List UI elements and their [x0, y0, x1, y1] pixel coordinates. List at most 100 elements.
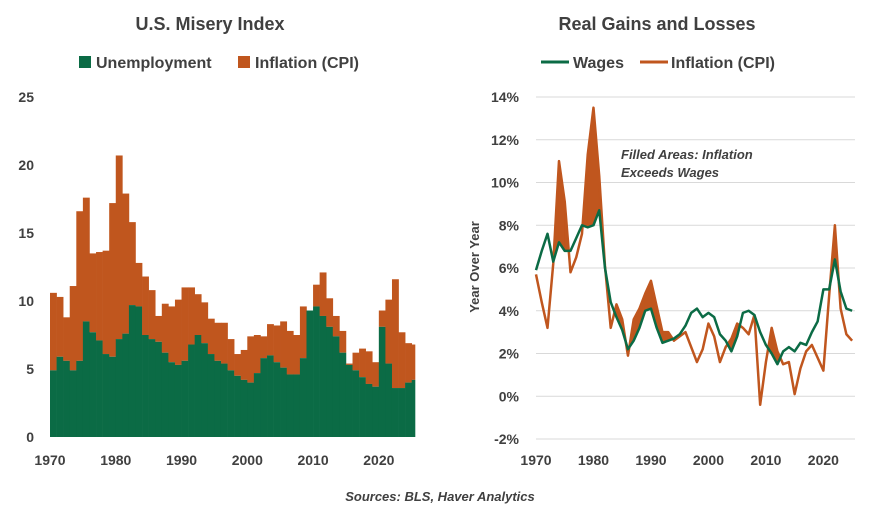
unemployment-bar [267, 355, 274, 437]
y-tick-label: -2% [494, 431, 519, 447]
inflation-bar [345, 363, 353, 365]
annotation-line-1: Filled Areas: Inflation [621, 147, 753, 162]
unemployment-bar [56, 356, 64, 437]
y-tick-label: 8% [499, 217, 520, 233]
inflation-bar [115, 155, 123, 340]
inflation-bar [188, 287, 195, 345]
inflation-bar [122, 193, 130, 334]
y-tick-label: 25 [18, 89, 34, 105]
source-note: Sources: BLS, Haver Analytics [345, 489, 535, 504]
unemployment-bar [69, 370, 77, 437]
inflation-bar [194, 294, 202, 335]
inflation-bar [89, 253, 97, 333]
x-tick-label: 2010 [297, 452, 328, 468]
unemployment-bar [109, 356, 117, 437]
unemployment-bar [115, 339, 123, 437]
inflation-bar [273, 325, 281, 363]
legend-label-inflation: Inflation (CPI) [255, 55, 359, 72]
chart1-legend: Unemployment Inflation (CPI) [79, 55, 359, 72]
chart2-title: Real Gains and Losses [558, 14, 755, 34]
x-tick-label: 2020 [808, 452, 839, 468]
inflation-bar [359, 348, 366, 378]
inflation-bar [69, 286, 77, 371]
inflation-bar [313, 284, 320, 307]
unemployment-bar [378, 326, 386, 437]
unemployment-bar [128, 305, 136, 437]
y-tick-label: 12% [491, 132, 520, 148]
inflation-bar [326, 298, 334, 327]
inflation-bar [405, 343, 413, 383]
chart1-y-axis: 0 5 10 15 20 25 [18, 89, 34, 445]
inflation-bar [267, 324, 274, 356]
unemployment-bar [181, 360, 189, 437]
x-tick-label: 2020 [363, 452, 394, 468]
unemployment-bar [332, 336, 340, 437]
inflation-bar [214, 322, 222, 361]
x-tick-label: 2010 [750, 452, 781, 468]
unemployment-bar [174, 364, 182, 437]
chart2-x-axis: 1970 1980 1990 2000 2010 2020 [520, 452, 839, 468]
y-tick-label: 0% [499, 388, 520, 404]
unemployment-bar [168, 362, 176, 437]
chart2-legend: Wages Inflation (CPI) [541, 55, 775, 72]
unemployment-bar [313, 306, 320, 437]
unemployment-bar [227, 370, 235, 437]
inflation-bar [385, 299, 393, 364]
inflation-bar [76, 211, 84, 361]
chart1-title: U.S. Misery Index [135, 14, 284, 34]
inflation-bar [247, 336, 255, 383]
y-tick-label: 14% [491, 89, 520, 105]
x-tick-label: 1980 [100, 452, 131, 468]
unemployment-bar [319, 315, 327, 437]
chart2-plot-area [534, 106, 854, 407]
inflation-bar [142, 276, 149, 335]
inflation-bar [240, 349, 248, 380]
y-tick-label: 4% [499, 303, 520, 319]
legend-label-inflation-cpi: Inflation (CPI) [671, 55, 775, 72]
unemployment-bar [155, 341, 163, 437]
unemployment-bar [161, 352, 169, 437]
unemployment-bar [63, 360, 71, 437]
unemployment-bar [293, 374, 301, 437]
unemployment-bar [411, 379, 416, 437]
inflation-bar [398, 332, 406, 389]
inflation-bar [135, 262, 143, 307]
inflation-bar [96, 252, 103, 341]
inflation-bar [372, 362, 380, 387]
x-tick-label: 1990 [166, 452, 197, 468]
misery-index-chart: U.S. Misery Index Unemployment Inflation… [18, 14, 416, 468]
unemployment-bar [306, 310, 314, 437]
unemployment-bar [372, 386, 380, 437]
unemployment-bar [385, 363, 393, 437]
inflation-bar [332, 315, 340, 337]
x-tick-label: 1990 [635, 452, 666, 468]
inflation-bar [280, 321, 288, 368]
unemployment-bar [326, 326, 334, 437]
y-tick-label: 6% [499, 260, 520, 276]
inflation-bar [109, 203, 117, 357]
inflation-bar [82, 197, 90, 322]
unemployment-bar [280, 367, 288, 437]
unemployment-bar [122, 333, 130, 437]
inflation-bar [181, 287, 189, 361]
y-tick-label: 15 [18, 225, 34, 241]
inflation-bar [286, 330, 294, 375]
unemployment-bar [260, 358, 268, 437]
unemployment-bar [352, 370, 360, 437]
legend-swatch-inflation [238, 56, 250, 68]
unemployment-bar [102, 354, 110, 437]
unemployment-bar [247, 382, 255, 437]
inflation-bar [220, 322, 228, 364]
inflation-bar [227, 339, 235, 371]
unemployment-bar [286, 374, 294, 437]
y-tick-label: 2% [499, 346, 520, 362]
unemployment-bar [345, 364, 353, 437]
y-tick-label: 0 [26, 429, 34, 445]
unemployment-bar [207, 354, 215, 437]
inflation-bar [155, 315, 163, 342]
unemployment-bar [365, 383, 373, 437]
annotation-line-2: Exceeds Wages [621, 165, 719, 180]
inflation-bar [168, 306, 176, 363]
inflation-bar [319, 272, 327, 316]
